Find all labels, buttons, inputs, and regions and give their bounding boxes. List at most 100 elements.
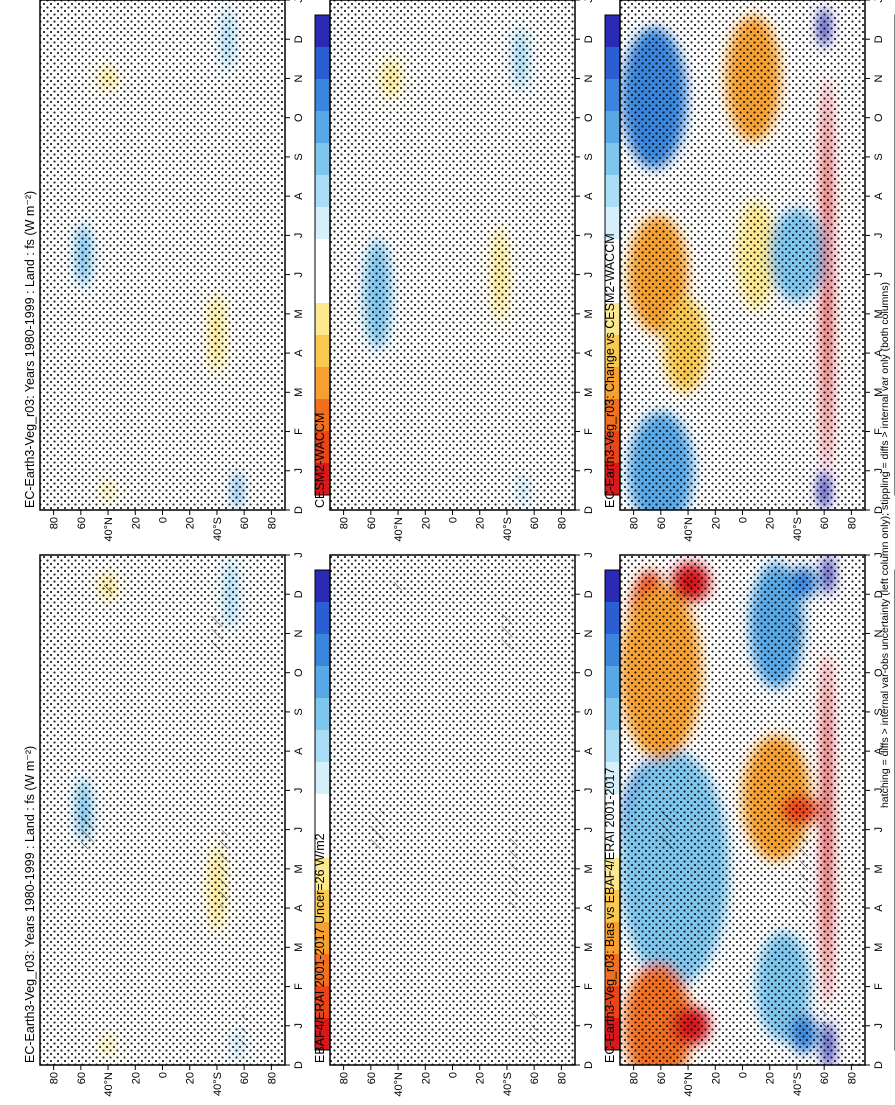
y-tick-label: 40°N: [393, 1072, 405, 1097]
colorbar-swatch: [605, 238, 620, 271]
x-tick-label: O: [583, 668, 595, 677]
y-tick-label: 40°S: [792, 1072, 804, 1096]
y-tick-label: 80: [846, 1072, 858, 1084]
y-tick-label: 80: [556, 1072, 568, 1084]
y-tick-label: 40°N: [683, 1072, 695, 1097]
x-tick-label: J: [293, 827, 305, 833]
y-tick-label: 20: [710, 517, 722, 529]
x-tick-label: A: [293, 349, 305, 357]
x-tick-label: S: [873, 153, 885, 160]
y-tick-label: 20: [420, 517, 432, 529]
x-tick-label: A: [583, 747, 595, 755]
y-tick-label: 80: [339, 517, 351, 529]
colorbar-swatch: [315, 729, 330, 762]
x-tick-label: A: [583, 904, 595, 912]
colorbar-swatch: [315, 921, 330, 954]
y-tick-label: 20: [130, 517, 142, 529]
x-tick-label: J: [293, 272, 305, 278]
y-tick-label: 60: [529, 1072, 541, 1084]
colorbar-swatch: [605, 921, 620, 954]
colorbar-swatch: [315, 334, 330, 367]
colorbar-swatch: [605, 793, 620, 826]
stippling: [620, 0, 865, 510]
figure-footer: hatching = diffs > internal var-obs unce…: [879, 282, 891, 808]
colorbar-swatch: [605, 633, 620, 666]
heatmap-panel-6: EC-Earth3-Veg_r03: Change vs CESM2-WACCM…: [603, 0, 895, 542]
y-tick-label: 0: [738, 1072, 750, 1078]
x-tick-label: S: [293, 153, 305, 160]
x-tick-label: F: [873, 983, 885, 990]
x-tick-label: J: [293, 0, 305, 3]
y-tick-label: 40°N: [103, 517, 115, 542]
stippling: [330, 555, 575, 1065]
x-tick-label: J: [583, 0, 595, 3]
x-tick-label: S: [293, 708, 305, 715]
heatmap-panel-2: EC-Earth3-Veg_r03: Years 1980-1999 : Lan…: [23, 0, 345, 542]
colorbar-swatch: [315, 857, 330, 890]
x-tick-label: D: [873, 35, 885, 43]
x-tick-label: D: [873, 1061, 885, 1069]
x-tick-label: D: [293, 1061, 305, 1069]
colorbar-swatch: [315, 430, 330, 463]
x-tick-label: J: [873, 0, 885, 3]
x-tick-label: F: [583, 983, 595, 990]
x-tick-label: A: [873, 349, 885, 357]
hatching-4: [791, 613, 803, 654]
hatching-1: [660, 810, 675, 850]
hatching-3: [219, 829, 228, 909]
y-tick-label: 80: [49, 517, 61, 529]
colorbar-swatch: [315, 366, 330, 399]
stippling: [620, 555, 865, 1065]
y-tick-label: 60: [656, 517, 668, 529]
hatching-4: [501, 613, 513, 654]
x-tick-label: S: [583, 153, 595, 160]
x-tick-label: M: [583, 388, 595, 397]
colorbar-swatch: [315, 206, 330, 239]
x-tick-label: J: [583, 1023, 595, 1029]
x-tick-label: A: [873, 904, 885, 912]
x-tick-label: J: [583, 233, 595, 239]
colorbar-swatch: [605, 857, 620, 890]
colorbar-swatch: [605, 825, 620, 858]
colorbar-swatch: [605, 78, 620, 111]
colorbar-swatch: [315, 633, 330, 666]
colorbar-swatch: [605, 601, 620, 634]
x-tick-label: D: [583, 35, 595, 43]
colorbar-swatch: [605, 110, 620, 143]
y-tick-label: 20: [185, 517, 197, 529]
y-tick-label: 0: [448, 1072, 460, 1078]
hatching-2: [683, 578, 693, 595]
y-tick-label: 0: [158, 1072, 170, 1078]
colorbar-swatch: [605, 665, 620, 698]
colorbar-swatch: [605, 270, 620, 303]
colorbar-swatch: [605, 14, 620, 47]
y-tick-label: 80: [846, 517, 858, 529]
y-tick-label: 80: [49, 1072, 61, 1084]
colorbar-swatch: [605, 729, 620, 762]
x-tick-label: J: [293, 552, 305, 558]
x-tick-label: D: [583, 590, 595, 598]
x-tick-label: M: [293, 388, 305, 397]
y-tick-label: 20: [185, 1072, 197, 1084]
y-tick-label: 60: [76, 1072, 88, 1084]
stippling: [330, 0, 575, 510]
colorbar-swatch: [605, 889, 620, 922]
x-tick-label: J: [583, 272, 595, 278]
y-tick-label: 20: [710, 1072, 722, 1084]
colorbar-swatch: [315, 825, 330, 858]
y-tick-label: 20: [130, 1072, 142, 1084]
x-tick-label: J: [293, 788, 305, 794]
y-tick-label: 60: [239, 517, 251, 529]
y-tick-label: 80: [339, 1072, 351, 1084]
colorbar-swatch: [315, 953, 330, 986]
colorbar-swatch: [605, 430, 620, 463]
colorbar-swatch: [315, 110, 330, 143]
x-tick-label: N: [583, 629, 595, 637]
colorbar-swatch: [315, 601, 330, 634]
x-tick-label: O: [293, 113, 305, 122]
y-tick-label: 40°N: [393, 517, 405, 542]
x-tick-label: D: [293, 590, 305, 598]
x-tick-label: J: [293, 468, 305, 474]
x-tick-label: A: [293, 904, 305, 912]
